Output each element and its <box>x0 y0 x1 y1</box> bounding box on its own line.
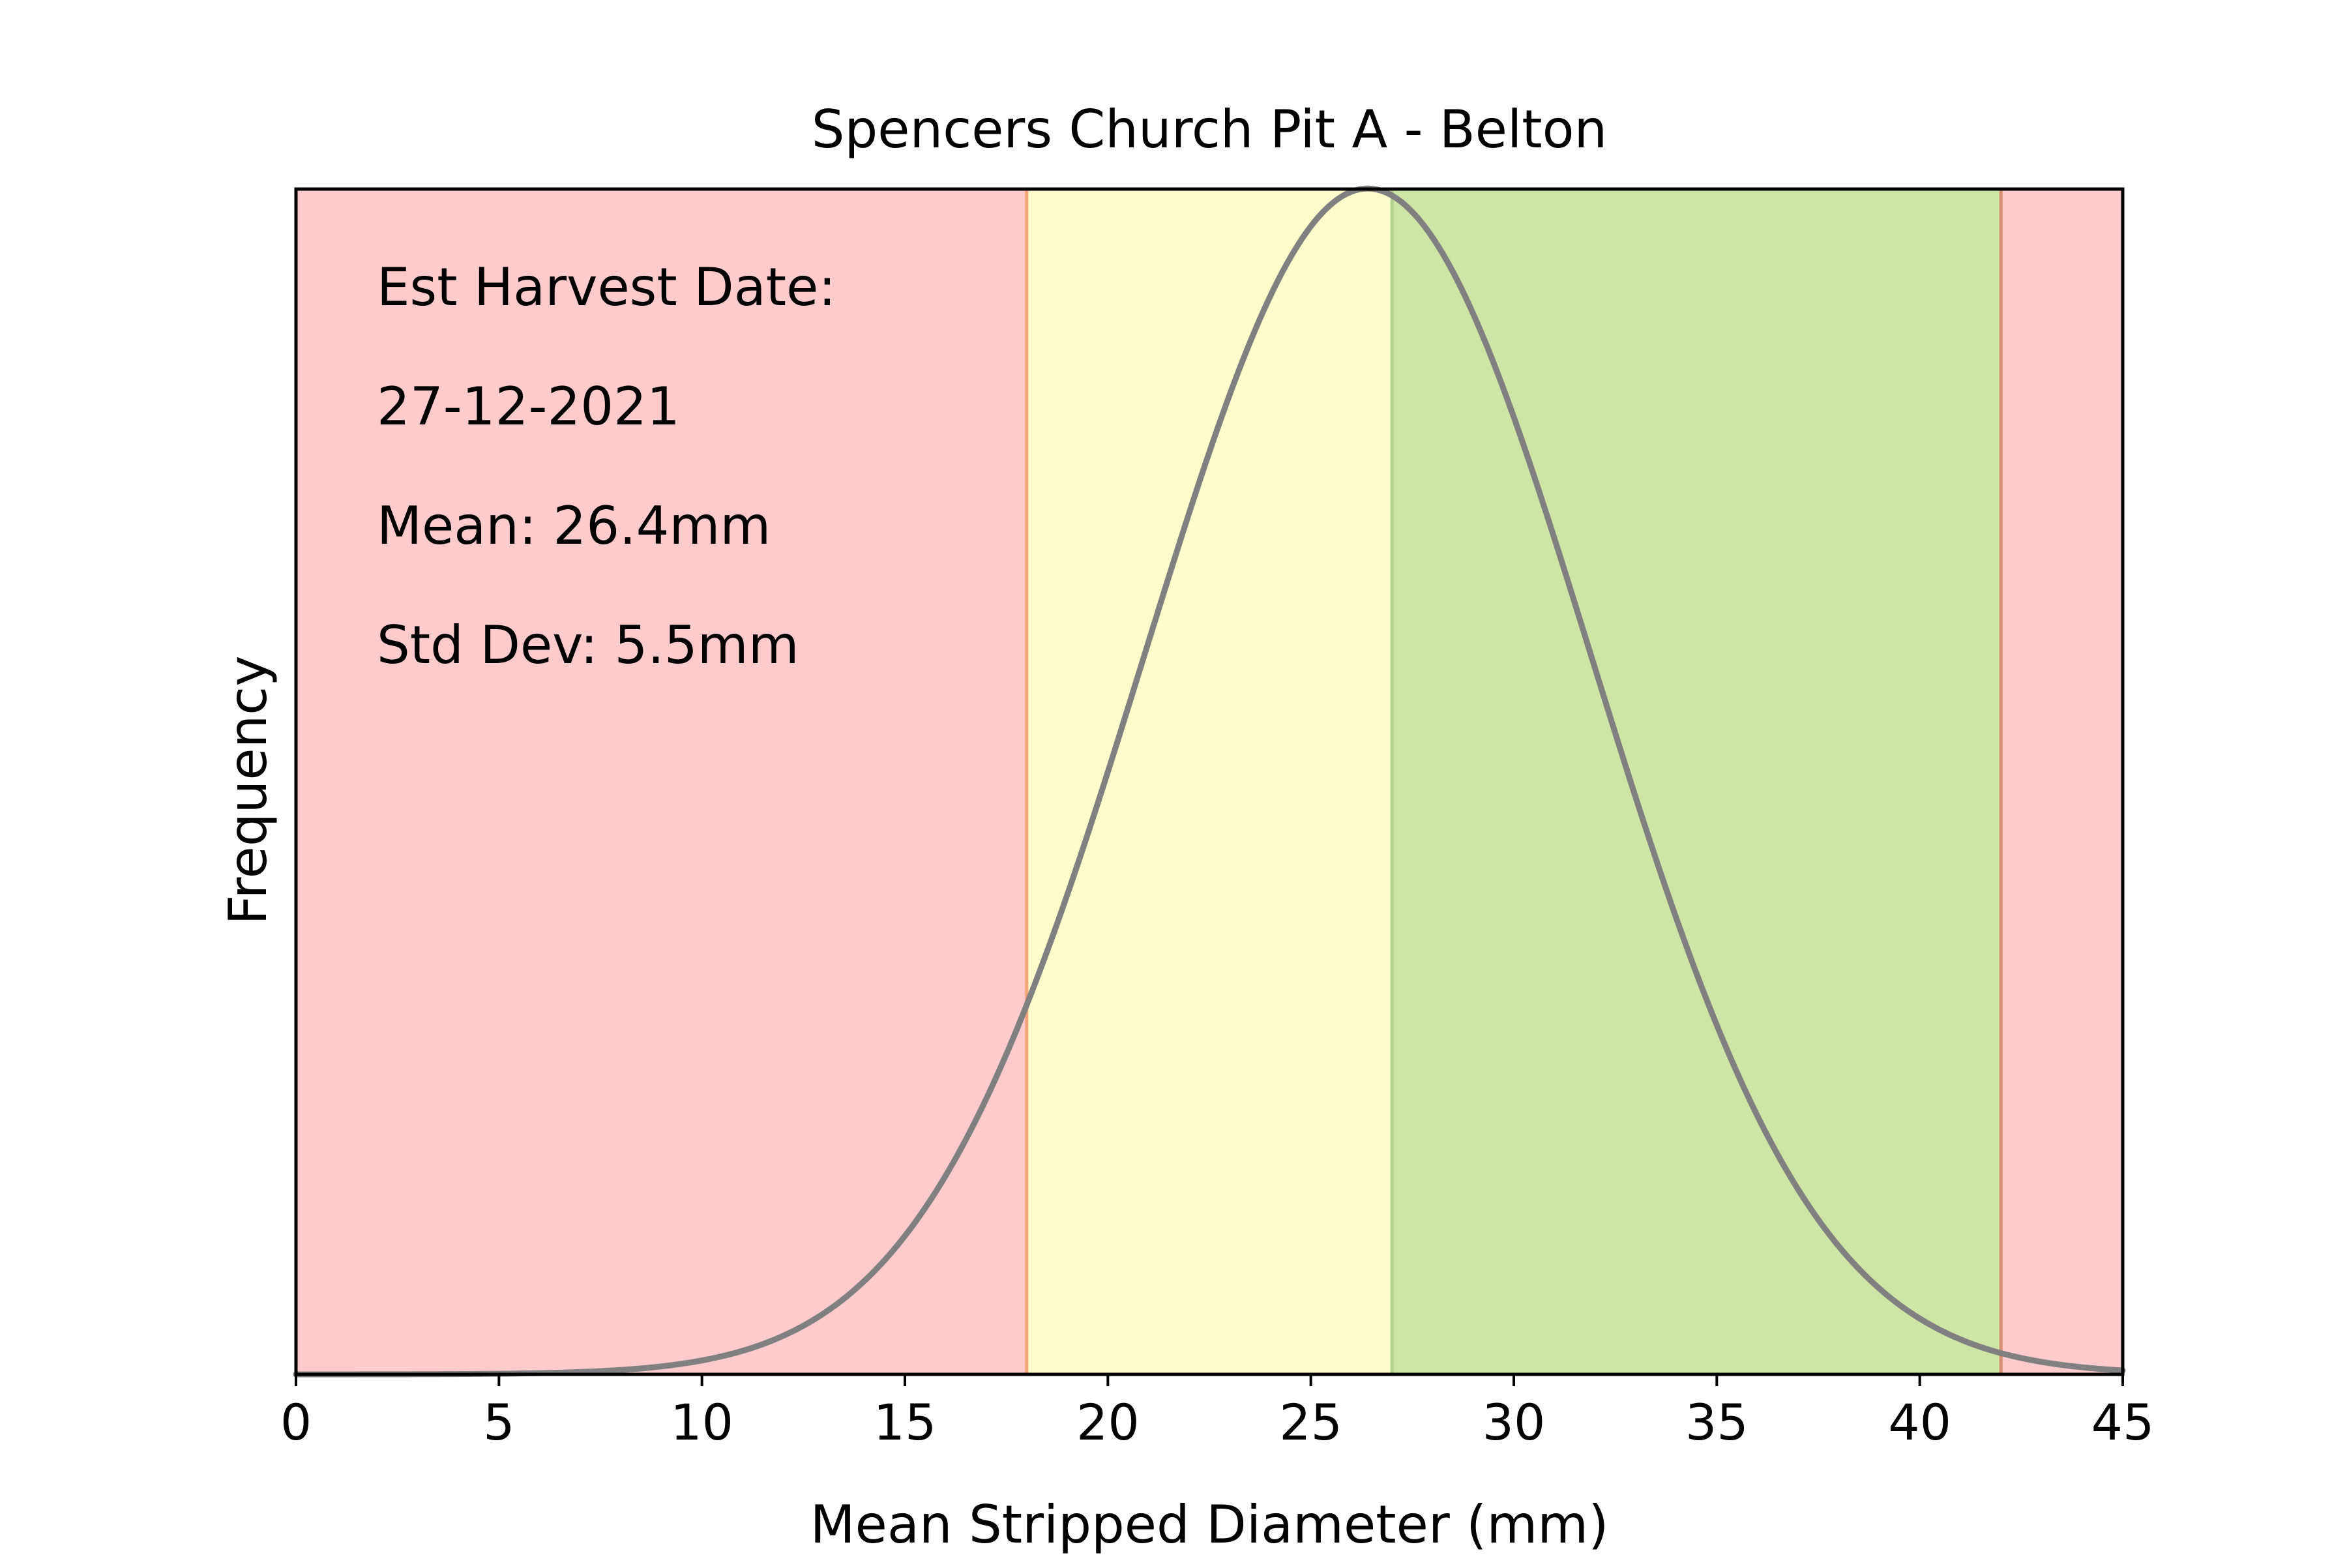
x-tick-label-20: 20 <box>1076 1393 1140 1451</box>
annotation-line-4: Std Dev: 5.5mm <box>377 615 799 675</box>
region-band-1 <box>296 189 1027 1374</box>
x-axis-label: Mean Stripped Diameter (mm) <box>810 1494 1609 1555</box>
x-tick-label-35: 35 <box>1685 1393 1749 1451</box>
x-tick-label-5: 5 <box>483 1393 514 1451</box>
annotation-line-1: Est Harvest Date: <box>377 257 836 318</box>
x-axis-ticks: 0 5 10 15 20 25 30 35 40 45 <box>280 1374 2155 1451</box>
x-tick-label-40: 40 <box>1888 1393 1951 1451</box>
annotations: Est Harvest Date: 27-12-2021 Mean: 26.4mm S… <box>377 257 836 675</box>
region-band-2 <box>1026 189 1393 1374</box>
y-axis-label: Frequency <box>218 655 278 925</box>
plot-frame <box>294 187 2125 1376</box>
region-band-4 <box>2001 189 2123 1374</box>
x-tick-label-45: 45 <box>2091 1393 2155 1451</box>
x-tick-label-10: 10 <box>670 1393 733 1451</box>
region-band-3 <box>1392 189 2001 1374</box>
x-tick-label-25: 25 <box>1279 1393 1342 1451</box>
chart-title: Spencers Church Pit A - Belton <box>812 99 1608 160</box>
annotation-line-3: Mean: 26.4mm <box>377 496 771 556</box>
axes-frame <box>294 187 2125 1376</box>
region-boundaries <box>1025 189 2003 1374</box>
region-bands <box>296 189 2123 1374</box>
x-tick-label-15: 15 <box>874 1393 937 1451</box>
x-tick-label-30: 30 <box>1483 1393 1546 1451</box>
x-tick-label-0: 0 <box>280 1393 312 1451</box>
series-line-1 <box>293 185 2126 1378</box>
annotation-line-2: 27-12-2021 <box>377 376 680 437</box>
series-layer <box>293 185 2126 1378</box>
